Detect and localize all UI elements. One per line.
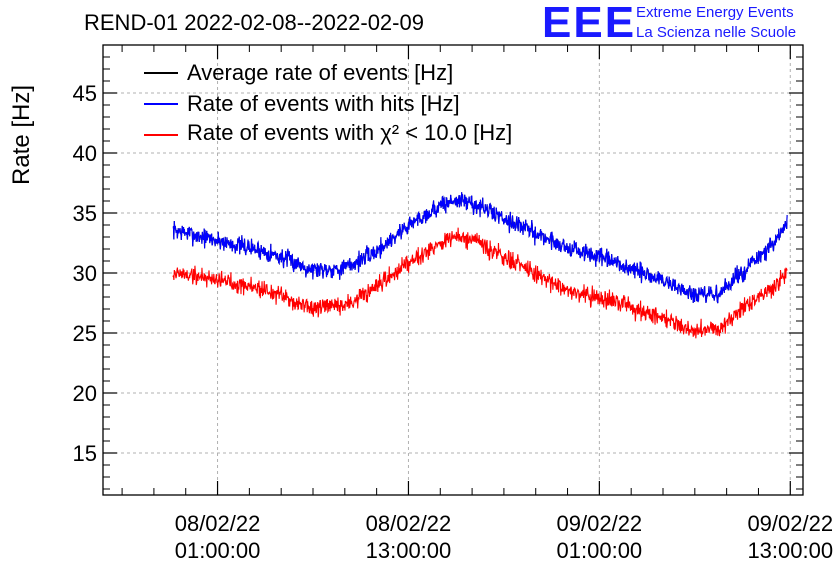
x-tick-label-date: 09/02/22: [747, 511, 833, 536]
x-tick-label-date: 09/02/22: [557, 511, 643, 536]
legend-label-average: Average rate of events [Hz]: [187, 60, 454, 85]
x-tick-label-date: 08/02/22: [175, 511, 261, 536]
x-tick-label-time: 13:00:00: [366, 538, 452, 563]
legend-label-chi2: Rate of events with χ² < 10.0 [Hz]: [187, 120, 513, 145]
y-tick-label: 35: [73, 201, 97, 226]
series-layer: [172, 192, 788, 339]
y-axis-label: Rate [Hz]: [8, 85, 35, 185]
eee-logo: EEE Extreme Energy Events La Scienza nel…: [542, 0, 832, 47]
logo-line-2: La Scienza nelle Scuole: [636, 24, 797, 41]
y-tick-label: 40: [73, 141, 97, 166]
plot-frame: [102, 44, 804, 496]
eee-logo-mark: EEE: [542, 0, 637, 47]
series-chi2-line: [172, 227, 788, 339]
y-tick-label: 45: [73, 81, 97, 106]
x-tick-label-time: 01:00:00: [175, 538, 261, 563]
legend-swatch-hits: [144, 103, 178, 105]
legend-swatch-chi2: [144, 134, 178, 136]
chart-title: REND-01 2022-02-08--2022-02-09: [84, 10, 424, 35]
y-tick-label: 25: [73, 321, 97, 346]
series-hits-line: [172, 192, 788, 304]
legend-swatch-average: [144, 72, 178, 74]
legend-label-hits: Rate of events with hits [Hz]: [187, 91, 460, 116]
grid-lines: [103, 45, 803, 495]
tick-labels: 1520253035404508/02/2201:00:0008/02/2213…: [73, 81, 834, 563]
y-tick-label: 30: [73, 261, 97, 286]
y-tick-label: 15: [73, 441, 97, 466]
y-tick-label: 20: [73, 381, 97, 406]
x-tick-label-time: 13:00:00: [747, 538, 833, 563]
axis-ticks: [103, 44, 803, 495]
x-tick-label-time: 01:00:00: [557, 538, 643, 563]
logo-line-1: Extreme Energy Events: [636, 4, 794, 21]
x-tick-label-date: 08/02/22: [366, 511, 452, 536]
